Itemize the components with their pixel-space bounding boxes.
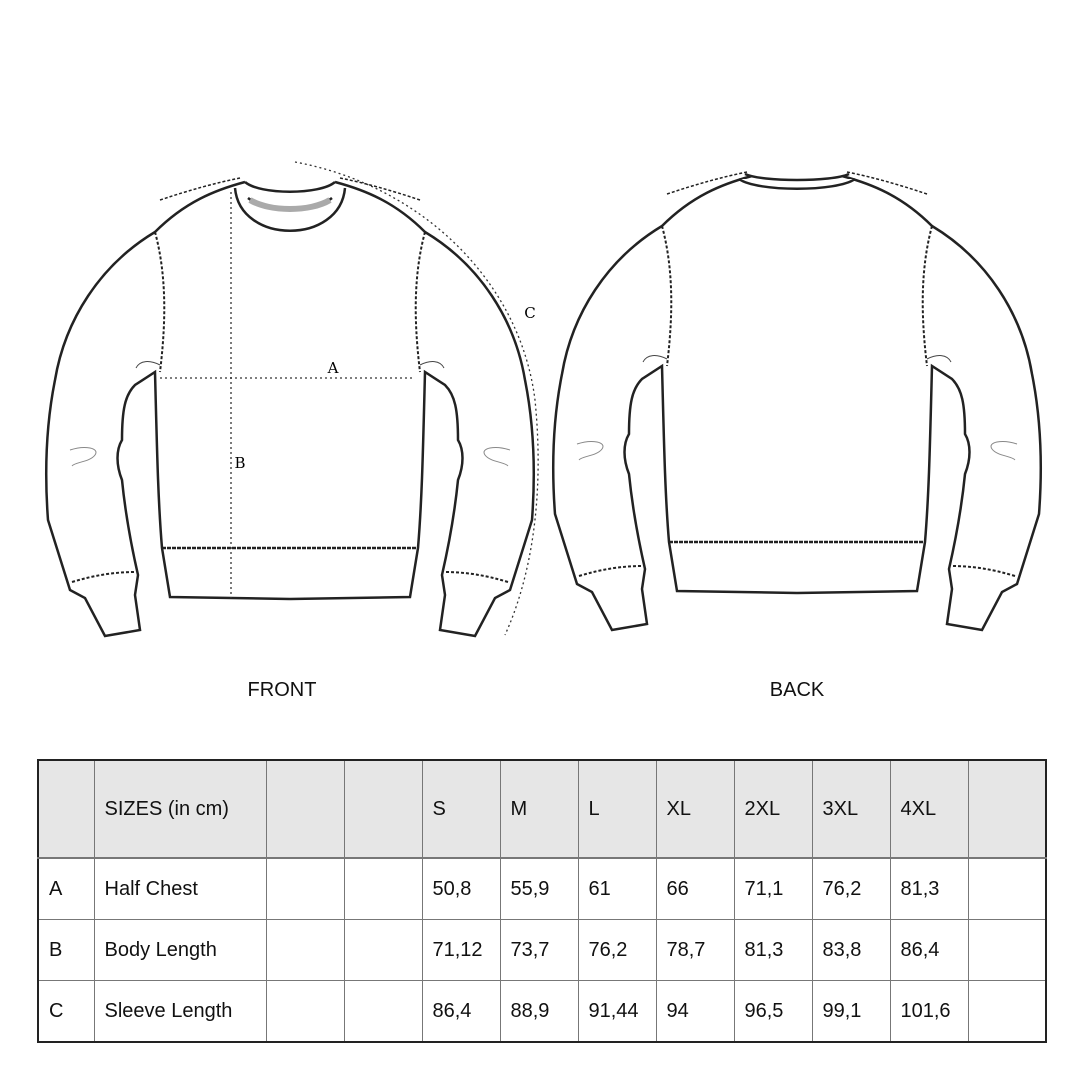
label-c: C [524, 304, 535, 322]
cell: A [37, 857, 95, 920]
back-label: BACK [769, 679, 825, 701]
table-row: C Sleeve Length 86,4 88,9 91,44 94 96,5 … [37, 980, 1047, 1043]
cell: 71,1 [733, 857, 813, 920]
header-cell [37, 759, 95, 859]
back-view [552, 170, 1042, 632]
cell: 96,5 [733, 980, 813, 1043]
cell: 61 [577, 857, 657, 920]
cell: 50,8 [421, 857, 501, 920]
header-cell [967, 759, 1047, 859]
header-cell: XL [655, 759, 735, 859]
front-view: A B C [45, 161, 539, 638]
cell: 101,6 [889, 980, 969, 1043]
sweatshirt-technical-drawing: A B C [45, 161, 1042, 638]
table-header-row: SIZES (in cm) S M L XL 2XL 3XL 4XL [37, 759, 1047, 859]
cell: 81,3 [889, 857, 969, 920]
header-cell [343, 759, 423, 859]
cell: 76,2 [811, 857, 891, 920]
cell: 88,9 [499, 980, 579, 1043]
table-row: B Body Length 71,12 73,7 76,2 78,7 81,3 … [37, 919, 1047, 981]
label-a: A [327, 359, 339, 377]
header-cell: 4XL [889, 759, 969, 859]
cell: Body Length [93, 919, 267, 981]
header-cell: 2XL [733, 759, 813, 859]
cell [967, 980, 1047, 1043]
cell: Half Chest [93, 857, 267, 920]
cell: 71,12 [421, 919, 501, 981]
header-cell: 3XL [811, 759, 891, 859]
header-cell: SIZES (in cm) [93, 759, 267, 859]
cell: 94 [655, 980, 735, 1043]
header-cell [265, 759, 345, 859]
cell: 78,7 [655, 919, 735, 981]
cell: C [37, 980, 95, 1043]
cell [967, 857, 1047, 920]
cell: Sleeve Length [93, 980, 267, 1043]
cell [967, 919, 1047, 981]
cell [265, 857, 345, 920]
header-cell: M [499, 759, 579, 859]
table-row: A Half Chest 50,8 55,9 61 66 71,1 76,2 8… [37, 857, 1047, 920]
cell: 66 [655, 857, 735, 920]
front-label: FRONT [247, 679, 317, 701]
cell: 86,4 [889, 919, 969, 981]
cell: 99,1 [811, 980, 891, 1043]
cell: 83,8 [811, 919, 891, 981]
cell: 91,44 [577, 980, 657, 1043]
cell [343, 919, 423, 981]
cell [265, 980, 345, 1043]
cell: 76,2 [577, 919, 657, 981]
label-b: B [234, 454, 245, 472]
cell [343, 980, 423, 1043]
cell: 55,9 [499, 857, 579, 920]
cell [265, 919, 345, 981]
cell: 81,3 [733, 919, 813, 981]
cell: 73,7 [499, 919, 579, 981]
size-chart-table: SIZES (in cm) S M L XL 2XL 3XL 4XL A Hal… [37, 759, 1047, 1043]
cell: 86,4 [421, 980, 501, 1043]
header-cell: L [577, 759, 657, 859]
header-cell: S [421, 759, 501, 859]
cell [343, 857, 423, 920]
cell: B [37, 919, 95, 981]
sleeve-length-dimension-line [294, 161, 539, 636]
